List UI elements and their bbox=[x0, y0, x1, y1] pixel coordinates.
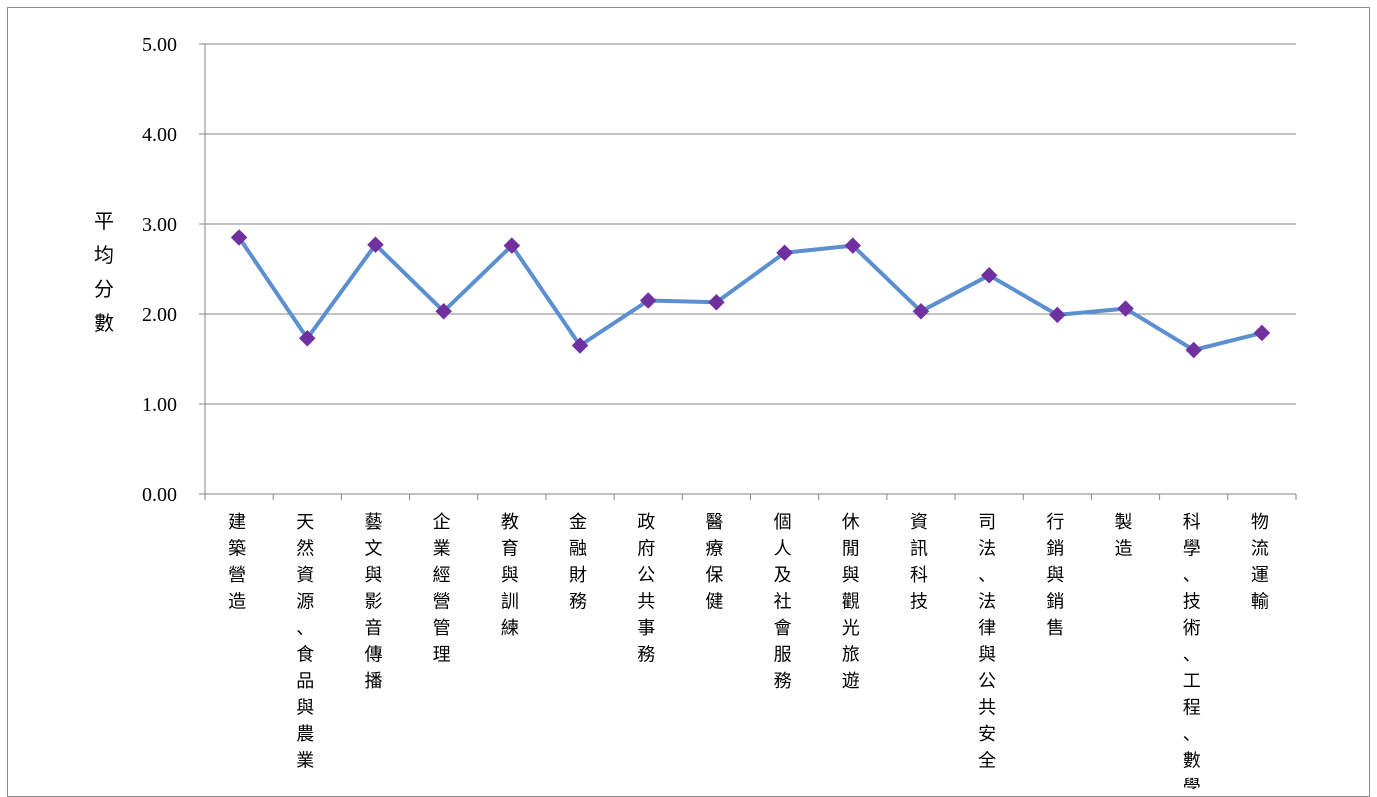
data-point-marker bbox=[639, 292, 657, 309]
data-point-marker bbox=[1048, 306, 1066, 324]
x-category-label: 科學、技術、工程、數學 bbox=[1183, 512, 1201, 789]
y-axis-label: 平均分數 bbox=[94, 209, 114, 335]
data-point-marker bbox=[230, 229, 248, 246]
x-category-label: 資訊科技 bbox=[910, 512, 928, 613]
x-category-label: 建築營造 bbox=[228, 512, 246, 613]
series-group bbox=[230, 229, 1271, 359]
axes bbox=[204, 44, 1297, 500]
data-point-marker bbox=[571, 337, 589, 354]
data-point-marker bbox=[503, 237, 521, 254]
data-point-marker bbox=[435, 302, 453, 320]
x-category-labels: 建築營造 天然資源、食品與農業 藝文與影音傳播 企業經營管理 教育與訓練 金融財務 政府公共… bbox=[228, 512, 1269, 789]
y-tick-label: 4.00 bbox=[142, 124, 177, 146]
x-category-label: 物流運輸 bbox=[1251, 512, 1269, 613]
x-category-label: 藝文與影音傳播 bbox=[364, 512, 382, 692]
data-point-marker bbox=[844, 237, 862, 254]
y-tick-label: 3.00 bbox=[142, 214, 177, 236]
x-category-label: 個人及社會服務 bbox=[774, 512, 792, 692]
data-point-marker bbox=[980, 266, 998, 284]
x-category-label: 醫療保健 bbox=[705, 512, 723, 613]
data-point-marker bbox=[708, 293, 725, 311]
y-tick-label: 5.00 bbox=[142, 34, 177, 56]
x-category-label: 製造 bbox=[1115, 512, 1133, 560]
gridlines bbox=[199, 43, 1296, 495]
y-tick-labels: 0.00 1.00 2.00 3.00 4.00 5.00 bbox=[142, 34, 177, 506]
x-category-label: 司法、法律與公共安全 bbox=[978, 512, 996, 772]
x-category-label: 企業經營管理 bbox=[433, 512, 451, 666]
y-tick-label: 2.00 bbox=[142, 304, 177, 326]
data-point-marker bbox=[776, 244, 793, 262]
x-category-label: 天然資源、食品與農業 bbox=[296, 512, 314, 772]
x-category-label: 教育與訓練 bbox=[501, 512, 519, 639]
x-category-label: 政府公共事務 bbox=[637, 512, 655, 666]
series-line bbox=[237, 235, 1264, 352]
x-category-label: 休閒與觀光旅遊 bbox=[842, 512, 860, 692]
x-category-label: 金融財務 bbox=[569, 512, 587, 613]
data-point-marker bbox=[1185, 341, 1203, 359]
y-tick-label: 0.00 bbox=[142, 484, 177, 506]
data-point-marker bbox=[912, 302, 930, 320]
data-point-marker bbox=[367, 236, 384, 254]
data-point-marker bbox=[298, 329, 316, 347]
y-tick-label: 1.00 bbox=[142, 394, 177, 416]
x-category-label: 行銷與銷售 bbox=[1046, 512, 1064, 639]
data-point-marker bbox=[1117, 300, 1134, 317]
data-point-marker bbox=[1253, 324, 1271, 342]
